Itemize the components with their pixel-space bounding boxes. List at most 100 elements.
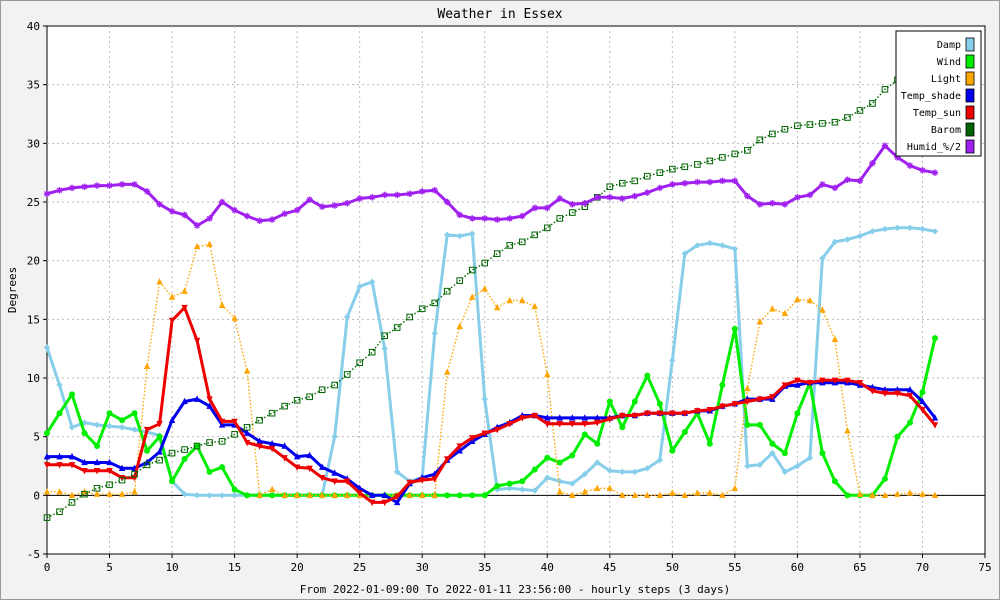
- data-point-wind: [269, 492, 276, 499]
- data-point-light: [431, 491, 438, 499]
- data-point-temp-sun: [331, 478, 338, 485]
- data-point-humid-2: [244, 213, 250, 219]
- data-point-barom: [481, 259, 489, 267]
- data-point-barom: [694, 161, 701, 168]
- data-point-temp-shade: [56, 452, 63, 460]
- data-point-barom: [606, 183, 614, 191]
- data-point-wind: [619, 424, 626, 431]
- data-point-wind: [631, 398, 638, 405]
- data-point-humid-2: [907, 162, 913, 169]
- data-point-temp-shade: [268, 440, 276, 447]
- data-point-light: [231, 314, 238, 321]
- data-point-barom: [418, 305, 426, 313]
- data-point-light: [419, 491, 426, 499]
- data-point-wind: [644, 372, 651, 379]
- data-point-wind: [44, 430, 50, 437]
- data-point-light: [756, 317, 764, 325]
- data-point-humid-2: [632, 193, 638, 199]
- legend-swatch-temp-sun: [965, 105, 975, 120]
- data-point-barom: [393, 324, 401, 331]
- data-point-wind: [756, 421, 763, 428]
- data-point-light: [619, 491, 626, 499]
- data-point-damp: [819, 255, 826, 262]
- data-point-damp: [231, 492, 238, 499]
- data-point-damp: [68, 424, 76, 431]
- data-point-temp-sun: [506, 421, 513, 428]
- data-point-damp: [694, 242, 701, 249]
- data-point-temp-shade: [356, 484, 363, 491]
- data-point-light: [494, 303, 501, 311]
- data-point-humid-2: [406, 191, 413, 197]
- data-point-damp: [744, 462, 751, 470]
- x-tick-label: 0: [44, 561, 51, 574]
- data-point-damp: [931, 228, 939, 235]
- data-point-barom: [431, 299, 439, 307]
- data-point-damp: [669, 357, 676, 364]
- data-point-temp-shade: [569, 414, 576, 421]
- data-point-temp-shade: [106, 458, 113, 466]
- data-point-temp-sun: [93, 467, 101, 475]
- y-tick-label: 25: [27, 196, 40, 209]
- data-point-barom: [281, 402, 288, 410]
- data-point-damp: [731, 245, 739, 253]
- data-point-wind: [931, 335, 938, 342]
- data-point-humid-2: [181, 212, 188, 218]
- data-point-wind: [569, 452, 576, 459]
- data-point-barom: [181, 446, 188, 453]
- x-tick-label: 10: [165, 561, 178, 574]
- data-point-humid-2: [294, 207, 300, 213]
- data-point-temp-sun: [744, 398, 751, 406]
- data-point-damp: [619, 468, 626, 476]
- data-point-damp: [469, 230, 476, 237]
- data-point-wind: [494, 482, 501, 489]
- legend-swatch-humid-2: [965, 139, 975, 154]
- data-point-temp-shade: [919, 397, 926, 405]
- data-point-temp-sun: [881, 390, 889, 397]
- data-point-damp: [856, 232, 864, 240]
- data-point-damp: [431, 330, 438, 337]
- data-point-damp: [93, 421, 101, 429]
- data-point-light: [456, 322, 463, 330]
- x-tick-label: 65: [853, 561, 866, 574]
- data-point-temp-sun: [419, 477, 426, 484]
- data-point-barom: [93, 484, 101, 492]
- data-point-light: [719, 491, 726, 499]
- data-point-temp-sun: [669, 410, 676, 417]
- data-point-humid-2: [732, 178, 738, 184]
- data-point-temp-sun: [406, 479, 413, 487]
- data-point-damp: [869, 228, 876, 235]
- data-point-light: [769, 305, 776, 312]
- data-point-wind: [744, 421, 751, 428]
- data-point-wind: [544, 454, 551, 461]
- data-point-barom: [756, 136, 764, 144]
- data-point-wind: [181, 455, 188, 462]
- data-point-wind: [456, 492, 463, 499]
- data-point-damp: [631, 468, 639, 476]
- data-point-humid-2: [156, 201, 163, 208]
- data-point-damp: [393, 468, 401, 476]
- data-point-light: [894, 490, 901, 497]
- data-point-humid-2: [782, 201, 788, 208]
- data-point-damp: [444, 231, 451, 239]
- series-line-barom: [46, 60, 936, 519]
- data-point-wind: [594, 440, 601, 447]
- legend-label-temp-shade: Temp_shade: [901, 91, 961, 102]
- data-point-barom: [794, 122, 801, 130]
- data-point-temp-shade: [556, 414, 563, 421]
- data-point-wind: [719, 382, 726, 389]
- data-point-light: [331, 491, 338, 499]
- data-point-damp: [894, 224, 901, 232]
- data-point-temp-sun: [519, 415, 526, 422]
- y-tick-label: 5: [33, 431, 40, 444]
- data-point-temp-shade: [331, 469, 338, 476]
- data-point-humid-2: [494, 216, 500, 223]
- data-point-barom: [506, 242, 514, 249]
- data-point-humid-2: [644, 189, 651, 196]
- data-point-light: [131, 488, 138, 495]
- y-axis-label: Degrees: [6, 267, 19, 313]
- data-point-humid-2: [394, 192, 400, 198]
- data-point-temp-sun: [569, 421, 576, 428]
- data-point-wind: [231, 486, 238, 493]
- data-point-humid-2: [519, 213, 525, 219]
